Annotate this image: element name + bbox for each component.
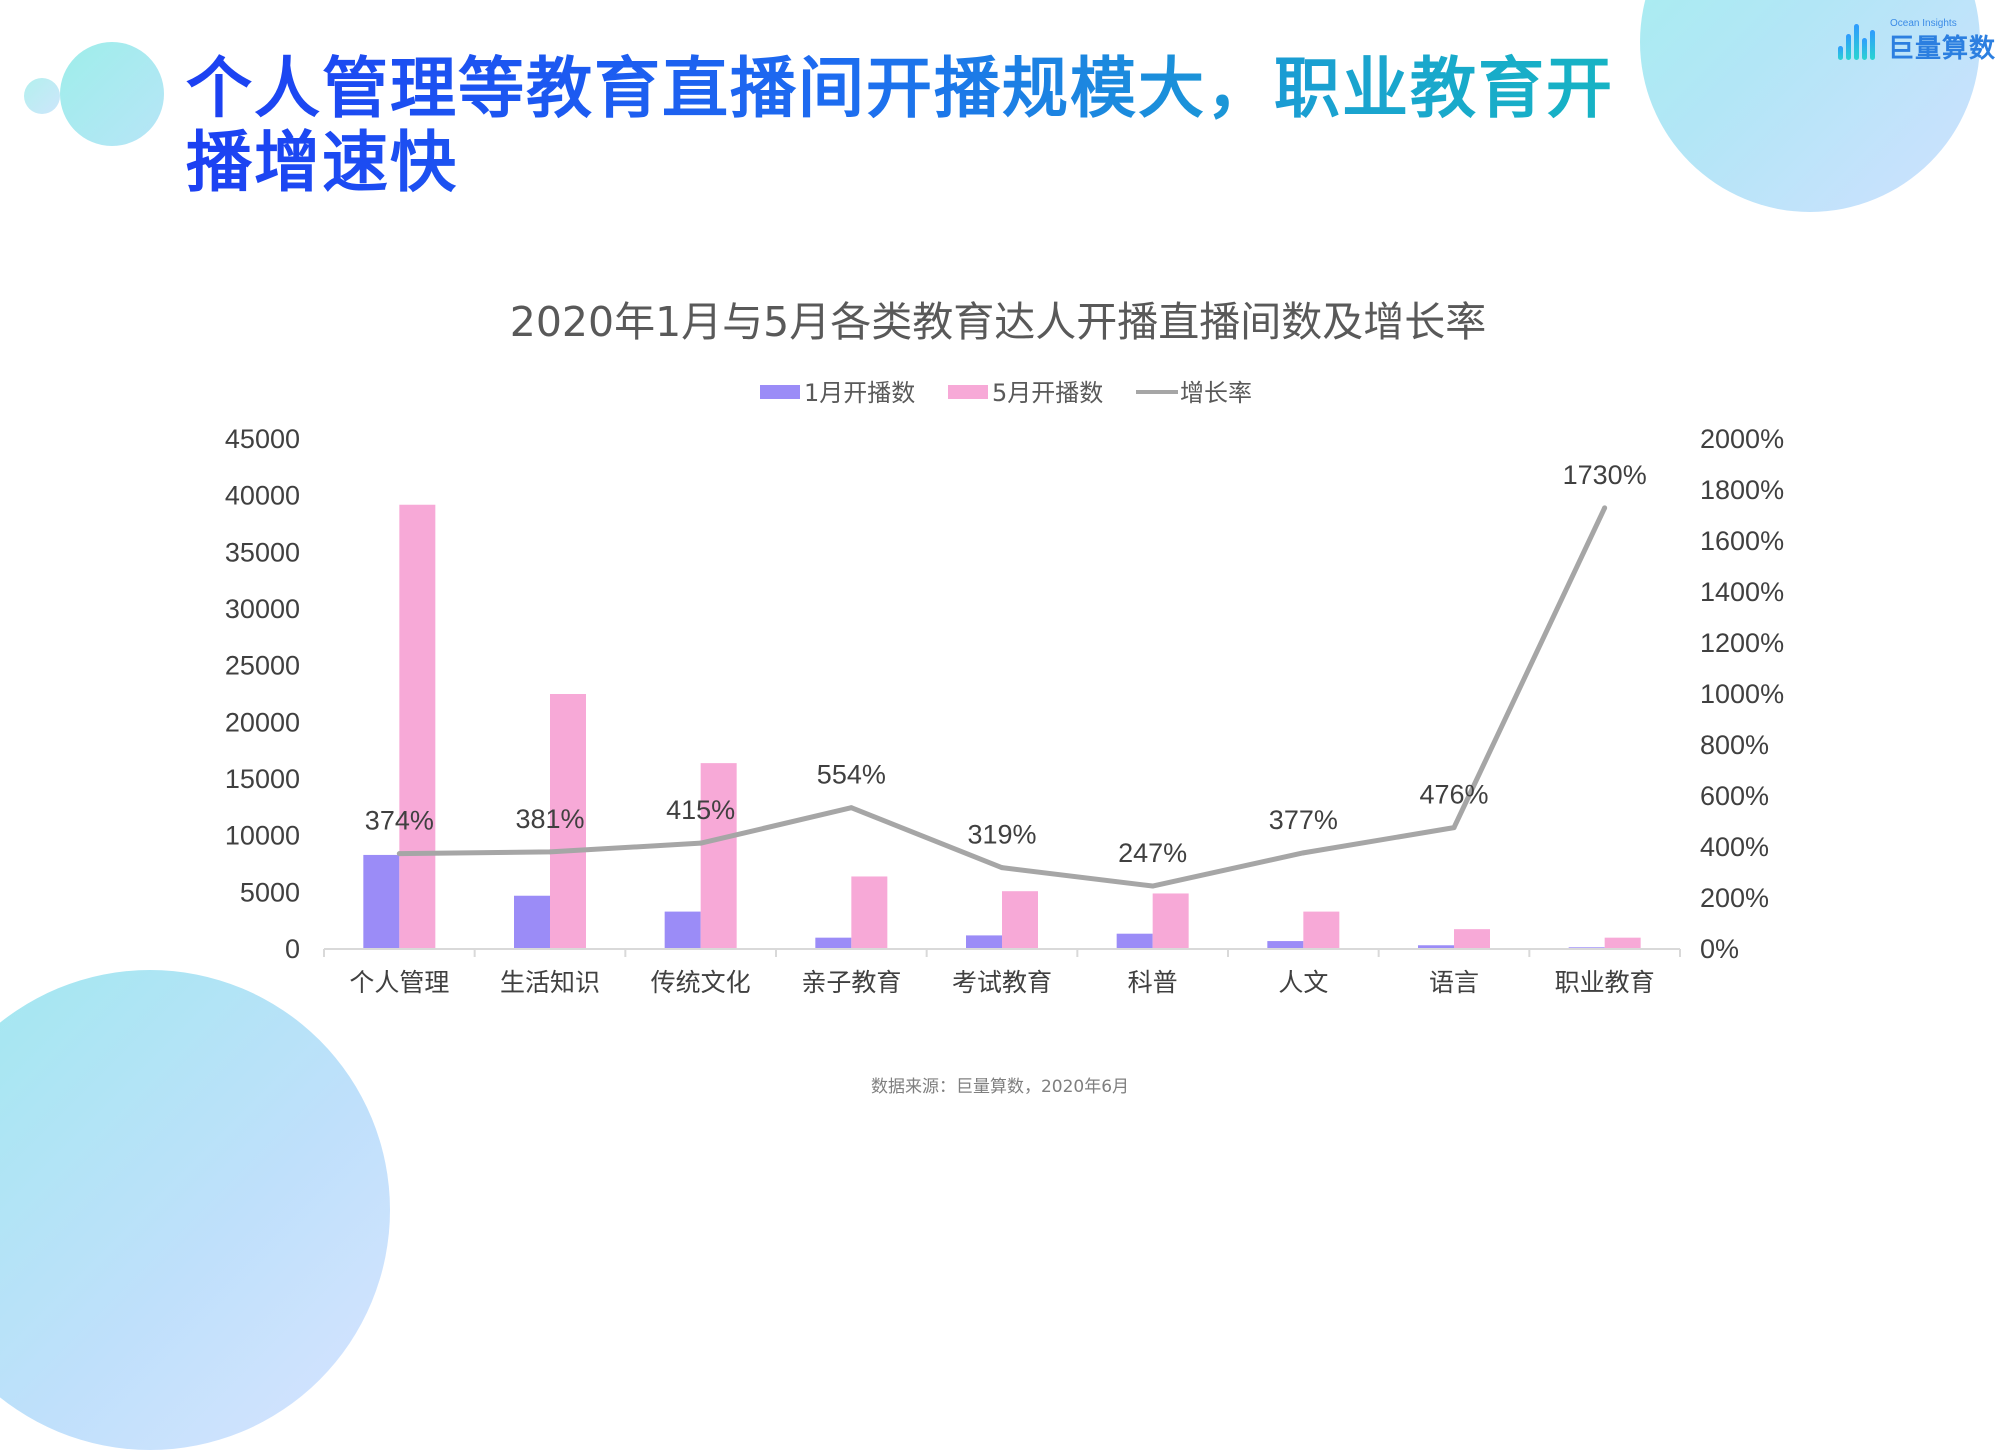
bar-may bbox=[399, 504, 436, 949]
category-label: 语言 bbox=[1429, 968, 1479, 997]
brand-logo: Ocean Insights 巨量算数 bbox=[1838, 14, 2000, 64]
bar-may bbox=[1152, 893, 1189, 949]
left-axis: 0 5000 10000 15000 20000 25000 30000 35000 40000… bbox=[225, 424, 300, 964]
bar-may bbox=[550, 694, 586, 949]
left-tick-label: 35000 bbox=[225, 537, 300, 567]
right-tick-label: 1200% bbox=[1700, 628, 1784, 658]
legend-swatch-1 bbox=[760, 385, 800, 399]
chart-legend: 1月开播数 5月开播数 增长率 bbox=[760, 379, 1252, 407]
chart-title: 2020年1月与5月各类教育达人开播直播间数及增长率 bbox=[510, 298, 1487, 346]
data-source-note: 数据来源：巨量算数，2020年6月 bbox=[870, 1077, 1130, 1097]
category-label: 传统文化 bbox=[651, 968, 751, 997]
left-tick-label: 20000 bbox=[225, 707, 300, 737]
bar-jan bbox=[664, 911, 701, 949]
left-tick-label: 25000 bbox=[225, 651, 300, 681]
data-labels: 374% 381% 415% 554% 319% 247% 377% 476% 1730% bbox=[365, 460, 1647, 868]
growth-data-label: 476% bbox=[1419, 780, 1488, 810]
bar-jan bbox=[815, 937, 852, 949]
logo-subtitle: Ocean Insights bbox=[1890, 18, 1957, 29]
legend-label-1: 1月开播数 bbox=[804, 379, 915, 407]
category-label: 科普 bbox=[1128, 968, 1178, 997]
right-tick-label: 400% bbox=[1700, 832, 1769, 862]
growth-point bbox=[1150, 883, 1156, 889]
bar-may bbox=[1303, 911, 1340, 949]
right-tick-label: 1600% bbox=[1700, 526, 1784, 556]
left-tick-label: 45000 bbox=[225, 424, 300, 454]
growth-data-label: 1730% bbox=[1563, 460, 1647, 490]
growth-point bbox=[1451, 825, 1457, 831]
growth-data-label: 377% bbox=[1269, 805, 1338, 835]
combo-chart: 2020年1月与5月各类教育达人开播直播间数及增长率 1月开播数 5月开播数 增长率… bbox=[225, 298, 1784, 997]
bar-jan bbox=[1267, 941, 1304, 949]
bar-may bbox=[851, 876, 888, 949]
growth-point bbox=[999, 865, 1005, 871]
bar-jan bbox=[514, 895, 550, 949]
growth-data-label: 381% bbox=[515, 804, 584, 834]
growth-point bbox=[547, 849, 553, 855]
growth-point bbox=[1300, 850, 1306, 856]
right-tick-label: 200% bbox=[1700, 883, 1769, 913]
growth-point bbox=[396, 851, 402, 857]
decorative-bubble-large bbox=[60, 42, 164, 146]
right-tick-label: 600% bbox=[1700, 781, 1769, 811]
category-label: 生活知识 bbox=[500, 968, 600, 997]
category-label: 个人管理 bbox=[349, 968, 449, 997]
page-title: 个人管理等教育直播间开播规模大，职业教育开播增速快 bbox=[186, 52, 1636, 200]
legend-label-2: 5月开播数 bbox=[992, 379, 1103, 407]
growth-data-label: 554% bbox=[817, 760, 886, 790]
growth-point bbox=[698, 840, 704, 846]
category-axis: 个人管理 生活知识 传统文化 亲子教育 考试教育 科普 人文 语言 职业教育 bbox=[323, 949, 1681, 997]
bar-may bbox=[700, 763, 737, 949]
category-label: 职业教育 bbox=[1555, 968, 1655, 997]
right-tick-label: 800% bbox=[1700, 730, 1769, 760]
left-tick-label: 0 bbox=[285, 934, 300, 964]
growth-line-series bbox=[396, 505, 1608, 889]
category-label: 人文 bbox=[1278, 968, 1328, 997]
bar-may bbox=[1604, 937, 1641, 949]
growth-data-label: 374% bbox=[365, 806, 434, 836]
bar-may bbox=[1002, 891, 1038, 949]
bar-jan bbox=[1116, 933, 1153, 949]
decorative-bubble-small bbox=[24, 78, 60, 114]
growth-data-label: 415% bbox=[666, 795, 735, 825]
bar-jan bbox=[966, 935, 1002, 949]
left-tick-label: 40000 bbox=[225, 481, 300, 511]
growth-data-label: 319% bbox=[967, 820, 1036, 850]
right-tick-label: 1000% bbox=[1700, 679, 1784, 709]
right-tick-label: 1400% bbox=[1700, 577, 1784, 607]
bar-series bbox=[363, 504, 1641, 949]
growth-data-label: 247% bbox=[1118, 838, 1187, 868]
logo-text: 巨量算数 bbox=[1888, 34, 1997, 64]
right-tick-label: 0% bbox=[1700, 934, 1739, 964]
left-tick-label: 10000 bbox=[225, 821, 300, 851]
legend-swatch-2 bbox=[948, 385, 988, 399]
bar-may bbox=[1454, 929, 1490, 949]
growth-point bbox=[848, 805, 854, 811]
bar-jan bbox=[1418, 945, 1454, 949]
right-tick-label: 1800% bbox=[1700, 475, 1784, 505]
logo-bars-icon bbox=[1838, 20, 1882, 60]
bar-jan bbox=[363, 854, 400, 949]
left-tick-label: 5000 bbox=[240, 877, 300, 907]
legend-label-3: 增长率 bbox=[1180, 379, 1252, 407]
category-label: 考试教育 bbox=[952, 968, 1052, 997]
right-axis: 0% 200% 400% 600% 800% 1000% 1200% 1400% 1600% 18… bbox=[1700, 424, 1784, 964]
category-label: 亲子教育 bbox=[801, 968, 901, 997]
right-tick-label: 2000% bbox=[1700, 424, 1784, 454]
left-tick-label: 30000 bbox=[225, 594, 300, 624]
left-tick-label: 15000 bbox=[225, 764, 300, 794]
growth-point bbox=[1602, 505, 1608, 511]
